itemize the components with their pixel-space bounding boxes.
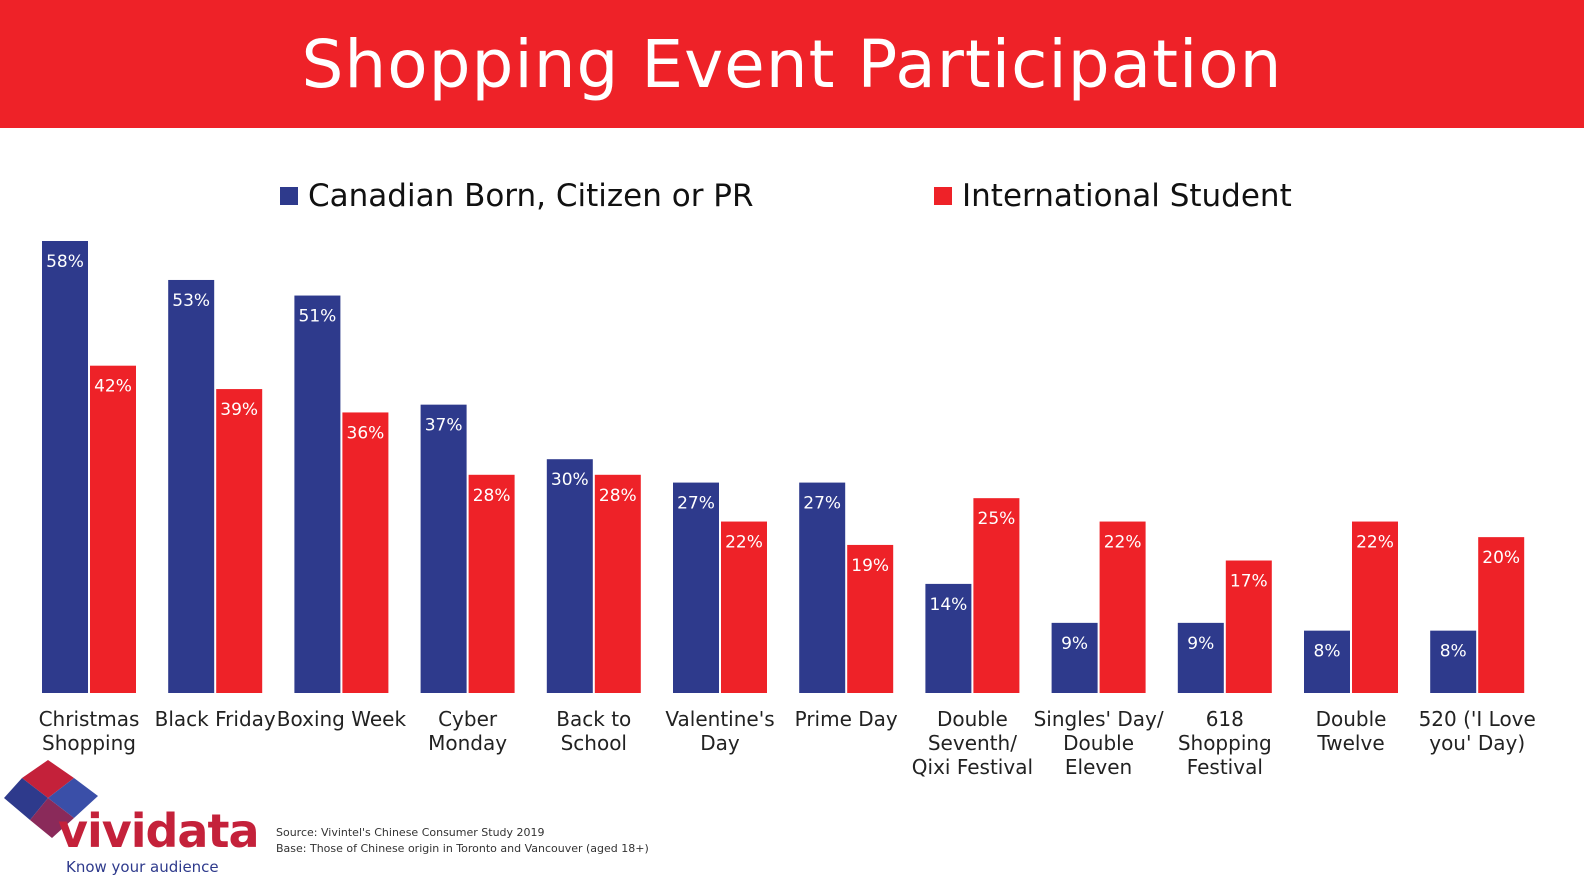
- logo-mark-icon: [4, 760, 98, 838]
- title-banner: Shopping Event Participation: [0, 0, 1584, 128]
- bar-canadian-6: [799, 482, 846, 693]
- category-label-9: 618 Shopping Festival: [1178, 707, 1272, 779]
- value-label-canadian-11: 8%: [1440, 642, 1467, 662]
- value-label-canadian-0: 58%: [46, 252, 84, 272]
- legend-item-international: International Student: [934, 178, 1292, 214]
- value-label-international-5: 22%: [725, 533, 763, 553]
- category-label-10: Double Twelve: [1316, 707, 1387, 755]
- bar-international-10: [1352, 521, 1398, 693]
- category-label-0: Christmas Shopping: [39, 707, 140, 755]
- bar-canadian-5: [673, 482, 719, 693]
- legend-swatch-international: [934, 187, 952, 205]
- value-label-international-10: 22%: [1356, 533, 1394, 553]
- category-label-8: Singles' Day/Double Eleven: [1034, 707, 1164, 779]
- chart-legend: Canadian Born, Citizen or PR Internation…: [0, 178, 1584, 218]
- category-label-4: Back to School: [556, 707, 631, 755]
- value-label-canadian-8: 9%: [1061, 634, 1088, 654]
- bar-canadian-11: [1430, 630, 1477, 693]
- category-label-2: Boxing Week: [277, 707, 407, 731]
- value-label-canadian-2: 51%: [299, 307, 337, 327]
- bar-international-0: [90, 365, 136, 693]
- bar-international-7: [973, 498, 1020, 693]
- footnote: Source: Vivintel's Chinese Consumer Stud…: [276, 825, 649, 857]
- category-label-1: Black Friday: [155, 707, 276, 731]
- value-label-international-9: 17%: [1230, 572, 1268, 592]
- bar-international-1: [216, 389, 263, 693]
- bar-canadian-0: [42, 241, 88, 693]
- footnote-source: Source: Vivintel's Chinese Consumer Stud…: [276, 826, 545, 839]
- value-label-international-11: 20%: [1482, 548, 1520, 568]
- category-label-11: 520 ('I Love you' Day): [1419, 707, 1536, 755]
- bar-international-4: [594, 474, 641, 693]
- bar-canadian-9: [1177, 622, 1224, 693]
- value-label-canadian-9: 9%: [1187, 634, 1214, 654]
- bar-international-5: [721, 521, 767, 693]
- value-label-canadian-1: 53%: [172, 291, 210, 311]
- category-label-5: Valentine's Day: [665, 707, 774, 755]
- value-label-international-0: 42%: [94, 377, 132, 397]
- bar-canadian-8: [1051, 622, 1098, 693]
- bar-canadian-3: [420, 404, 467, 693]
- bar-canadian-1: [168, 279, 215, 693]
- bar-canadian-4: [546, 459, 593, 693]
- value-label-canadian-4: 30%: [551, 470, 589, 490]
- bar-canadian-7: [925, 583, 972, 693]
- category-label-7: Double Seventh/Qixi Festival: [912, 707, 1033, 779]
- value-label-international-1: 39%: [220, 400, 258, 420]
- logo-tagline: Know your audience: [66, 858, 219, 876]
- legend-label-international: International Student: [962, 178, 1292, 214]
- logo-wordmark: vividata: [58, 804, 260, 858]
- page-title: Shopping Event Participation: [301, 25, 1283, 103]
- value-label-international-4: 28%: [599, 486, 637, 506]
- bar-international-8: [1099, 521, 1146, 693]
- vividata-logo: vividata Know your audience: [0, 760, 260, 880]
- value-label-international-8: 22%: [1104, 533, 1142, 553]
- footnote-base: Base: Those of Chinese origin in Toronto…: [276, 842, 649, 855]
- value-label-international-3: 28%: [473, 486, 511, 506]
- bar-international-11: [1478, 537, 1525, 693]
- value-label-canadian-3: 37%: [425, 416, 463, 436]
- legend-item-canadian: Canadian Born, Citizen or PR: [280, 178, 754, 214]
- category-label-3: Cyber Monday: [428, 707, 507, 755]
- value-label-canadian-6: 27%: [803, 494, 841, 514]
- bar-international-2: [342, 412, 389, 693]
- bar-international-6: [847, 544, 894, 693]
- bar-canadian-10: [1304, 630, 1350, 693]
- bar-canadian-2: [294, 295, 341, 693]
- value-label-canadian-7: 14%: [930, 595, 968, 615]
- value-label-international-7: 25%: [978, 509, 1016, 529]
- bar-international-3: [468, 474, 515, 693]
- category-label-6: Prime Day: [795, 707, 898, 731]
- value-label-canadian-10: 8%: [1314, 642, 1341, 662]
- value-label-canadian-5: 27%: [677, 494, 715, 514]
- value-label-international-2: 36%: [347, 423, 385, 443]
- bar-international-9: [1225, 560, 1272, 693]
- value-label-international-6: 19%: [851, 556, 889, 576]
- legend-label-canadian: Canadian Born, Citizen or PR: [308, 178, 754, 214]
- legend-swatch-canadian: [280, 187, 298, 205]
